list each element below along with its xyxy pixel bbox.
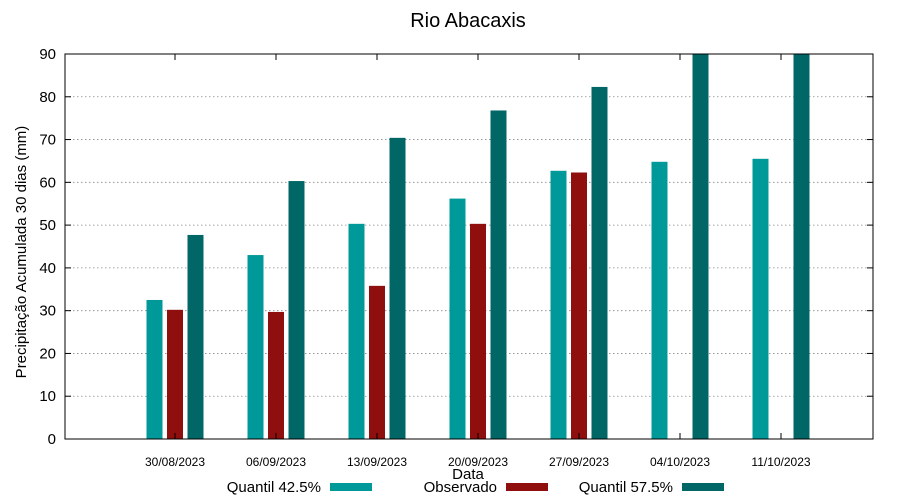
legend: Quantil 42.5% Observado Quantil 57.5% bbox=[227, 479, 724, 496]
chart-title: Rio Abacaxis bbox=[410, 10, 526, 32]
legend-swatch bbox=[506, 483, 548, 491]
y-tick-label: 90 bbox=[39, 46, 56, 63]
y-tick-label: 30 bbox=[39, 303, 56, 320]
bar bbox=[793, 54, 810, 439]
bar bbox=[389, 137, 406, 439]
x-tick-label: 13/09/2023 bbox=[347, 455, 407, 469]
legend-label: Observado bbox=[424, 479, 497, 496]
bar bbox=[490, 110, 507, 439]
y-tick-label: 50 bbox=[39, 217, 56, 234]
bar bbox=[651, 161, 668, 440]
bar bbox=[348, 223, 365, 439]
legend-swatch bbox=[682, 483, 724, 491]
x-tick-label: 20/09/2023 bbox=[448, 455, 508, 469]
bar bbox=[692, 54, 709, 439]
y-tick-label: 70 bbox=[39, 132, 56, 149]
y-tick-label: 80 bbox=[39, 89, 56, 106]
x-tick-label: 30/08/2023 bbox=[145, 455, 205, 469]
bar bbox=[449, 198, 466, 439]
x-axis-label: Data bbox=[452, 466, 484, 483]
bar bbox=[247, 255, 264, 439]
bar bbox=[187, 234, 204, 439]
bar bbox=[146, 299, 163, 439]
bar bbox=[470, 223, 486, 439]
legend-label: Quantil 42.5% bbox=[227, 479, 321, 496]
x-tick-label: 04/10/2023 bbox=[650, 455, 710, 469]
x-tick-label: 11/10/2023 bbox=[751, 455, 810, 469]
bar bbox=[550, 170, 567, 440]
bar bbox=[268, 311, 284, 439]
bar bbox=[591, 86, 608, 439]
bar bbox=[288, 181, 305, 440]
grid-lines bbox=[65, 96, 873, 397]
x-tick-label: 27/09/2023 bbox=[549, 455, 609, 469]
y-tick-label: 40 bbox=[39, 260, 56, 277]
plot-frame bbox=[64, 53, 874, 440]
y-tick-label: 0 bbox=[48, 431, 56, 448]
legend-label: Quantil 57.5% bbox=[579, 479, 673, 496]
bar bbox=[752, 158, 769, 440]
y-axis-label: Precipitação Acumulada 30 dias (mm) bbox=[13, 126, 30, 379]
y-tick-label: 60 bbox=[39, 174, 56, 191]
bar bbox=[167, 309, 183, 439]
bar bbox=[369, 285, 385, 439]
bar bbox=[571, 172, 587, 439]
legend-swatch bbox=[330, 483, 372, 491]
y-tick-label: 10 bbox=[39, 388, 56, 405]
x-tick-label: 06/09/2023 bbox=[246, 455, 306, 469]
y-tick-label: 20 bbox=[39, 345, 56, 362]
axis-ticks: 0 10 20 30 40 50 60 70 80 90 30/08/2023 06/09/2023 1… bbox=[39, 46, 873, 469]
bars bbox=[146, 54, 810, 440]
